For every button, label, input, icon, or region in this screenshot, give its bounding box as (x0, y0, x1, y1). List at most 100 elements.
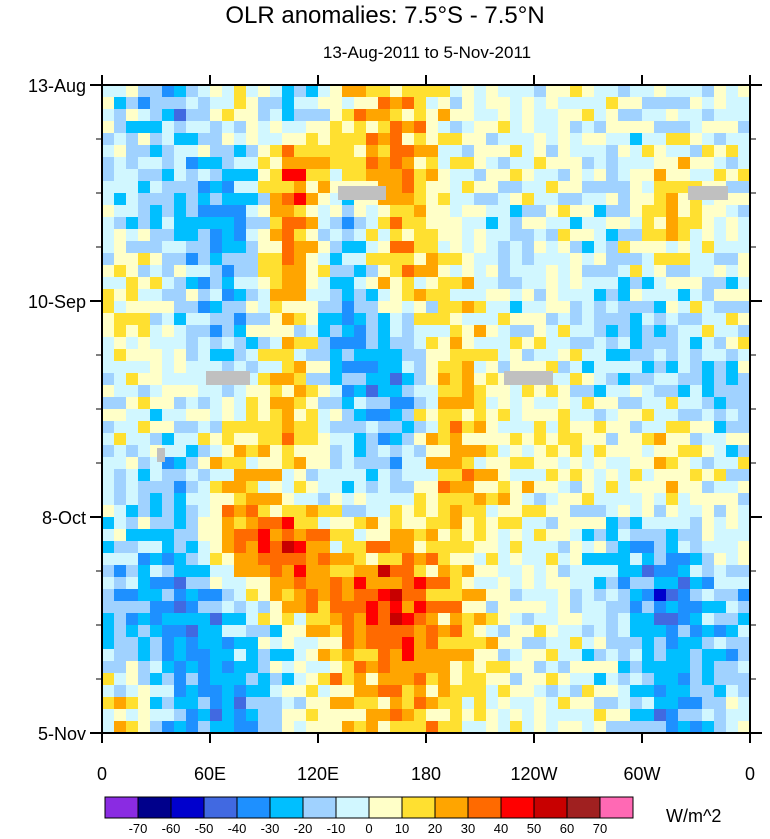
heatmap-cell (546, 301, 559, 314)
heatmap-cell (642, 577, 655, 590)
heatmap-cell (186, 409, 199, 422)
heatmap-cell (270, 565, 283, 578)
heatmap-cell (270, 649, 283, 662)
heatmap-cell (138, 481, 151, 494)
heatmap-cell (186, 133, 199, 146)
heatmap-cell (486, 217, 499, 230)
heatmap-cell (222, 685, 235, 698)
heatmap-cell (234, 685, 247, 698)
heatmap-cell (162, 325, 175, 338)
heatmap-cell (678, 541, 691, 554)
heatmap-cell (186, 289, 199, 302)
heatmap-cell (150, 229, 163, 242)
heatmap-cell (726, 445, 739, 458)
heatmap-cell (738, 385, 751, 398)
heatmap-cell (666, 217, 679, 230)
heatmap-cell (414, 253, 427, 266)
heatmap-cell (582, 445, 595, 458)
heatmap-cell (174, 529, 187, 542)
heatmap-cell (630, 85, 643, 98)
heatmap-cell (630, 373, 643, 386)
heatmap-cell (138, 145, 151, 158)
heatmap-cell (498, 601, 511, 614)
heatmap-cell (606, 529, 619, 542)
heatmap-cell (690, 241, 703, 254)
heatmap-cell (738, 289, 751, 302)
heatmap-cell (246, 709, 259, 722)
heatmap-cell (174, 709, 187, 722)
heatmap-cell (666, 301, 679, 314)
heatmap-cell (318, 373, 331, 386)
heatmap-cell (222, 301, 235, 314)
heatmap-cell (738, 145, 751, 158)
heatmap-cell (594, 649, 607, 662)
heatmap-cell (306, 469, 319, 482)
heatmap-cell (294, 277, 307, 290)
heatmap-cell (426, 553, 439, 566)
heatmap-cell (258, 217, 271, 230)
heatmap-cell (150, 421, 163, 434)
heatmap-cell (294, 205, 307, 218)
heatmap-cell (330, 301, 343, 314)
heatmap-cell (270, 493, 283, 506)
heatmap-cell (222, 565, 235, 578)
heatmap-cell (618, 529, 631, 542)
heatmap-cell (234, 721, 247, 734)
heatmap-cell (270, 325, 283, 338)
heatmap-cell (342, 325, 355, 338)
heatmap-cell (282, 133, 295, 146)
heatmap-cell (606, 697, 619, 710)
heatmap-cell (546, 157, 559, 170)
heatmap-cell (594, 529, 607, 542)
heatmap-cell (690, 337, 703, 350)
heatmap-cell (378, 85, 391, 98)
heatmap-cell (414, 217, 427, 230)
heatmap-cell (498, 217, 511, 230)
heatmap-cell (198, 397, 211, 410)
heatmap-cell (402, 325, 415, 338)
heatmap-cell (222, 673, 235, 686)
heatmap-cell (318, 253, 331, 266)
heatmap-cell (594, 601, 607, 614)
heatmap-cell (714, 517, 727, 530)
heatmap-cell (270, 361, 283, 374)
heatmap-cell (546, 589, 559, 602)
heatmap-cell (366, 673, 379, 686)
heatmap-cell (462, 145, 475, 158)
heatmap-cell (354, 481, 367, 494)
heatmap-cell (738, 457, 751, 470)
heatmap-cell (222, 205, 235, 218)
heatmap-cell (594, 613, 607, 626)
heatmap-cell (738, 481, 751, 494)
heatmap-cell (174, 697, 187, 710)
heatmap-cell (342, 481, 355, 494)
heatmap-cell (126, 121, 139, 134)
heatmap-cell (594, 565, 607, 578)
heatmap-cell (486, 181, 499, 194)
heatmap-cell (678, 721, 691, 734)
heatmap-cell (150, 361, 163, 374)
heatmap-cell (222, 241, 235, 254)
heatmap-cell (162, 121, 175, 134)
heatmap-cell (726, 313, 739, 326)
heatmap-cell (642, 157, 655, 170)
heatmap-cell (114, 529, 127, 542)
heatmap-cell (714, 541, 727, 554)
heatmap-cell (534, 529, 547, 542)
heatmap-cell (390, 373, 403, 386)
heatmap-cell (546, 421, 559, 434)
heatmap-cell (570, 505, 583, 518)
heatmap-cell (126, 385, 139, 398)
heatmap-cell (318, 301, 331, 314)
heatmap-cell (354, 325, 367, 338)
heatmap-cell (126, 601, 139, 614)
heatmap-cell (162, 541, 175, 554)
heatmap-cell (222, 313, 235, 326)
heatmap-cell (606, 517, 619, 530)
heatmap-cell (150, 721, 163, 734)
heatmap-cell (630, 481, 643, 494)
heatmap-cell (138, 469, 151, 482)
heatmap-cell (714, 169, 727, 182)
heatmap-cell (654, 265, 667, 278)
heatmap-cell (258, 361, 271, 374)
